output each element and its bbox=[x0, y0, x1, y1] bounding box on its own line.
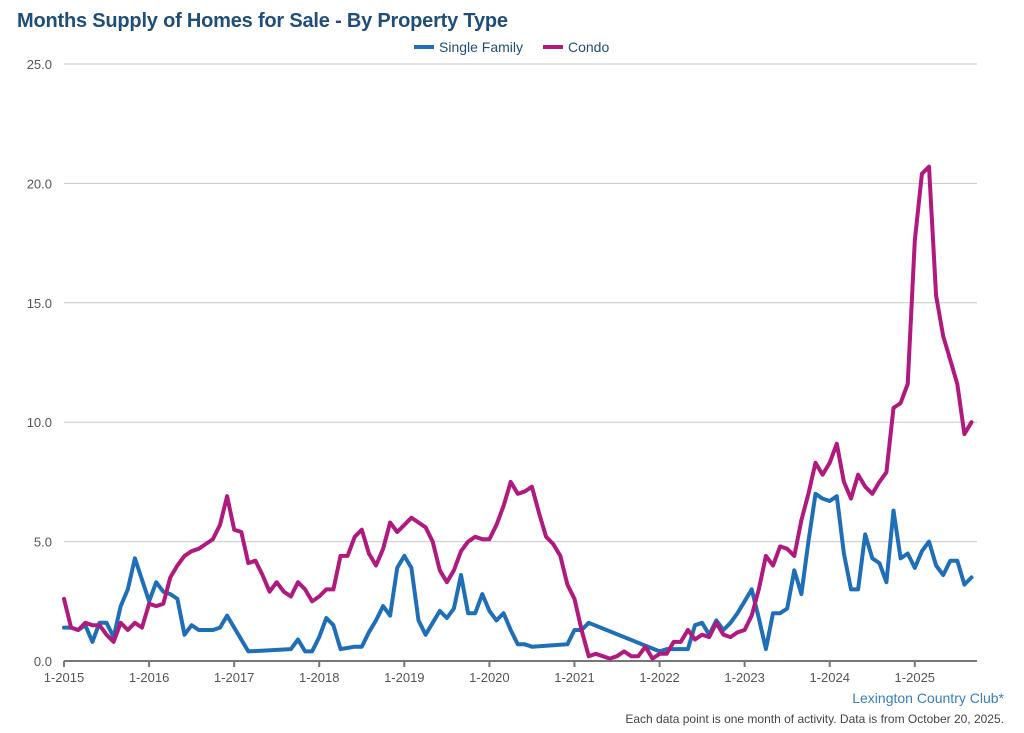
y-tick-label: 0.0 bbox=[34, 654, 52, 669]
x-tick-label: 1-2015 bbox=[44, 670, 84, 685]
y-tick-label: 20.0 bbox=[27, 176, 52, 191]
legend-label: Condo bbox=[568, 39, 609, 55]
data-note: Each data point is one month of activity… bbox=[625, 712, 1004, 726]
x-tick-label: 1-2017 bbox=[214, 670, 254, 685]
x-tick-label: 1-2025 bbox=[895, 670, 935, 685]
y-tick-label: 15.0 bbox=[27, 296, 52, 311]
y-tick-label: 5.0 bbox=[34, 535, 52, 550]
credit-label: Lexington Country Club* bbox=[852, 690, 1004, 706]
x-tick-label: 1-2018 bbox=[299, 670, 339, 685]
x-tick-label: 1-2019 bbox=[384, 670, 424, 685]
x-tick-label: 1-2022 bbox=[639, 670, 679, 685]
x-tick-label: 1-2016 bbox=[129, 670, 169, 685]
legend-label: Single Family bbox=[439, 39, 523, 55]
x-tick-label: 1-2023 bbox=[724, 670, 764, 685]
x-tick-label: 1-2024 bbox=[809, 670, 849, 685]
series-line-single-family bbox=[62, 491, 974, 654]
chart-title: Months Supply of Homes for Sale - By Pro… bbox=[17, 10, 508, 32]
x-tick-label: 1-2020 bbox=[469, 670, 509, 685]
y-tick-label: 25.0 bbox=[27, 57, 52, 72]
series-line-condo bbox=[62, 164, 974, 661]
x-tick-label: 1-2021 bbox=[554, 670, 594, 685]
y-tick-label: 10.0 bbox=[27, 415, 52, 430]
